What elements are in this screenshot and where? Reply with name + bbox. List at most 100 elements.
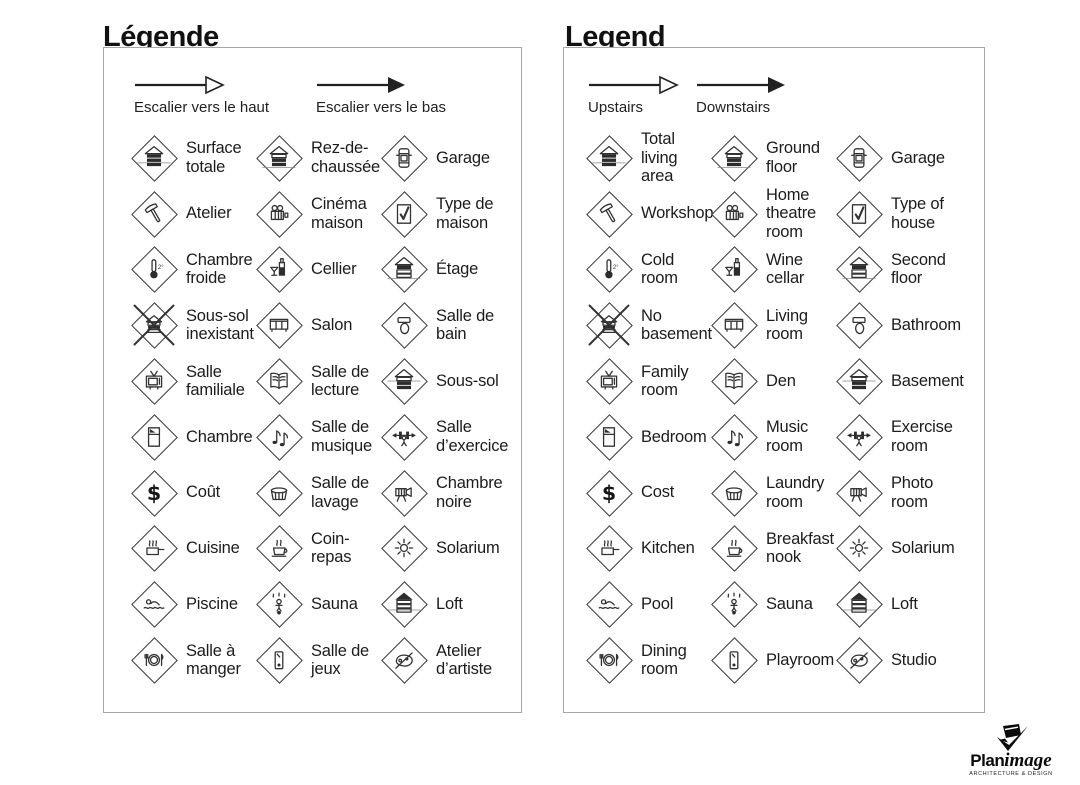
legend-item: Laundry room xyxy=(710,469,835,517)
studio-icon xyxy=(835,636,883,684)
legend-item-label: Type of house xyxy=(891,195,944,232)
pool-icon xyxy=(130,580,178,629)
legend-item-label: Pool xyxy=(641,595,674,614)
legend-item-label: Solarium xyxy=(436,539,500,558)
type-of-house-icon xyxy=(380,190,428,238)
legend-item: Wine cellar xyxy=(710,245,835,294)
legend-item: Salon xyxy=(255,301,380,350)
legend-item: 2° Cold room xyxy=(585,245,710,294)
legend-item: Pool xyxy=(585,580,710,629)
legend-item-label: Studio xyxy=(891,650,937,669)
svg-text:2°: 2° xyxy=(158,265,164,271)
stairs-up-arrow-icon xyxy=(134,74,269,96)
legend-item-label: Chambre froide xyxy=(186,250,253,288)
studio-icon xyxy=(380,636,428,684)
no-basement-icon xyxy=(585,301,633,350)
den-icon xyxy=(710,357,758,405)
kitchen-icon xyxy=(130,524,178,573)
legend-item: Living room xyxy=(710,301,835,350)
legend-item-label: Music room xyxy=(766,418,809,455)
stairs-up-label: Escalier vers le haut xyxy=(134,99,270,116)
legend-item: Dining room xyxy=(585,636,710,684)
legend-item: Garage xyxy=(380,134,520,182)
music-room-icon xyxy=(710,413,758,461)
bathroom-icon xyxy=(835,301,883,350)
legend-item: Rez-de-chaussée xyxy=(255,134,380,182)
legend-item-label: Solarium xyxy=(891,539,955,558)
legend-item: Loft xyxy=(380,580,520,629)
laundry-room-icon xyxy=(710,469,758,517)
legend-item-label: Sous-sol inexistant xyxy=(186,306,254,344)
planimage-logo: Planimage ARCHITECTURE & DESIGN xyxy=(956,724,1066,777)
total-living-area-icon xyxy=(585,134,633,182)
legend-item-label: Bathroom xyxy=(891,316,961,335)
legend-item-label: Surface totale xyxy=(186,139,242,176)
legend-item-label: Cinéma maison xyxy=(311,195,367,232)
legend-item: Salle de lavage xyxy=(255,469,380,517)
legend-item-label: Bedroom xyxy=(641,427,707,446)
legend-item-label: Sauna xyxy=(766,595,813,614)
legend-item-label: Loft xyxy=(436,595,463,614)
planimage-logo-text: Planimage xyxy=(956,751,1066,770)
legend-item-label: Atelier xyxy=(186,204,232,223)
legend-item: Kitchen xyxy=(585,524,710,573)
pool-icon xyxy=(585,580,633,629)
legend-item-label: Salle à manger xyxy=(186,641,241,679)
loft-icon xyxy=(380,580,428,629)
home-theatre-icon xyxy=(710,190,758,238)
legend-item-label: Type de maison xyxy=(436,195,494,232)
svg-text:2°: 2° xyxy=(613,265,619,271)
bedroom-icon xyxy=(130,413,178,461)
legend-grid-english: Total living area Ground floor Garage Works… xyxy=(585,130,975,688)
legend-item: Salle familiale xyxy=(130,357,255,405)
legend-item: Home theatre room xyxy=(710,186,835,242)
stairs-down-label: Downstairs xyxy=(696,99,771,116)
music-room-icon xyxy=(255,413,303,461)
legend-item: $ Cost xyxy=(585,469,710,517)
legend-item-label: Exercise room xyxy=(891,418,953,455)
legend-item: Chambre noire xyxy=(380,469,520,517)
stairs-down-entry: Escalier vers le bas xyxy=(316,74,446,116)
playroom-icon xyxy=(255,636,303,684)
legend-item: No basement xyxy=(585,301,712,350)
legend-item-label: Rez-de-chaussée xyxy=(311,139,381,176)
legend-item: Bathroom xyxy=(835,301,975,350)
legend-item-label: No basement xyxy=(641,306,712,344)
legend-item: Cinéma maison xyxy=(255,190,380,238)
solarium-icon xyxy=(835,524,883,573)
legend-item: Solarium xyxy=(380,524,520,573)
legend-item-label: Étage xyxy=(436,260,479,279)
legend-item-label: Cold room xyxy=(641,250,678,288)
legend-item: Coin-repas xyxy=(255,524,380,573)
cold-room-icon: 2° xyxy=(130,245,178,294)
legend-item: Music room xyxy=(710,413,835,461)
legend-item: Salle de bain xyxy=(380,301,520,350)
legend-item: Sous-sol inexistant xyxy=(130,301,255,350)
legend-item-label: Piscine xyxy=(186,595,238,614)
legend-item: Second floor xyxy=(835,245,975,294)
legend-item: Loft xyxy=(835,580,975,629)
exercise-room-icon xyxy=(835,413,883,461)
den-icon xyxy=(255,357,303,405)
legend-item-label: Garage xyxy=(891,148,945,167)
stairs-up-label: Upstairs xyxy=(588,99,644,116)
legend-item-label: Ground floor xyxy=(766,139,820,176)
legend-item: Breakfast nook xyxy=(710,524,835,573)
svg-text:$: $ xyxy=(147,480,161,504)
legend-item-label: Salle familiale xyxy=(186,362,245,400)
legend-item: Family room xyxy=(585,357,710,405)
legend-item: Salle de lecture xyxy=(255,357,380,405)
planimage-logo-icon xyxy=(997,724,1028,751)
garage-icon xyxy=(835,134,883,182)
workshop-icon xyxy=(585,190,633,238)
legend-item-label: Basement xyxy=(891,371,964,390)
legend-item-label: Playroom xyxy=(766,650,835,669)
bathroom-icon xyxy=(380,301,428,350)
legend-item-label: Living room xyxy=(766,306,808,344)
legend-item-label: Atelier d’artiste xyxy=(436,641,492,679)
living-room-icon xyxy=(255,301,303,350)
legend-item-label: Breakfast nook xyxy=(766,529,834,567)
legend-item: Salle de musique xyxy=(255,413,380,461)
legend-item: Photo room xyxy=(835,469,975,517)
legend-item-label: Wine cellar xyxy=(766,250,805,288)
